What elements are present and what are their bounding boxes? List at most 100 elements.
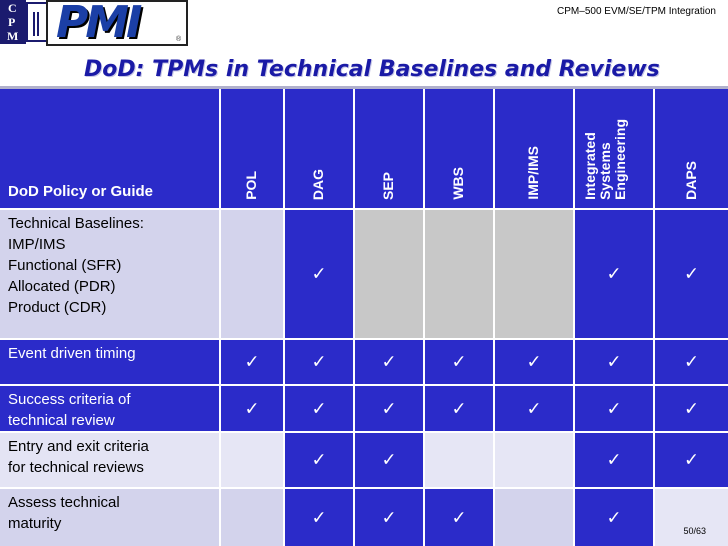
column-header: DAPS: [655, 89, 728, 208]
table-cell: ✓: [221, 386, 283, 431]
check-icon: ✓: [683, 398, 700, 419]
row-label-line: Event driven timing: [8, 345, 136, 362]
registered-mark: ®: [176, 36, 182, 43]
table-cell: ✓: [655, 210, 728, 338]
table-cell: ✓: [355, 386, 423, 431]
column-header: POL: [221, 89, 283, 208]
table-cell: [355, 210, 423, 338]
row-label-line: Assess technical: [8, 494, 120, 511]
column-header-label: Integrated Systems Engineering: [582, 119, 628, 200]
table-cell: ✓: [655, 386, 728, 431]
table-cell: ✓: [425, 489, 493, 546]
table-cell: [221, 210, 283, 338]
check-icon: ✓: [606, 449, 622, 471]
table-cell: [425, 433, 493, 487]
policy-table: DoD Policy or Guide POL DAG SEP WBS IMP/IMS In…: [0, 89, 728, 546]
table-cell: ✓: [355, 340, 423, 384]
check-icon: ✓: [451, 398, 467, 419]
row-label: Assess technical maturity: [0, 489, 219, 546]
table-cell: ✓: [575, 386, 653, 431]
row-label-line: technical review: [8, 412, 115, 429]
corner-label: DoD Policy or Guide: [8, 183, 154, 200]
check-icon: ✓: [311, 507, 327, 528]
row-label-line: Product (CDR): [8, 299, 107, 316]
table-cell: ✓: [285, 433, 353, 487]
table-cell: [425, 210, 493, 338]
table-cell: ✓: [355, 433, 423, 487]
table-cell: [495, 489, 573, 546]
check-icon: ✓: [606, 398, 622, 419]
check-icon: ✓: [606, 263, 622, 285]
column-header: DAG: [285, 89, 353, 208]
table-cell: [495, 210, 573, 338]
table-cell: ✓: [575, 489, 653, 546]
row-label-line: for technical reviews: [8, 459, 144, 476]
table-cell: [221, 433, 283, 487]
table-cell: ✓: [575, 210, 653, 338]
table-cell: ✓: [495, 340, 573, 384]
column-header: IMP/IMS: [495, 89, 573, 208]
row-label: Technical Baselines: IMP/IMS Functional (S…: [0, 210, 219, 338]
course-title: CPM–500 EVM/SE/TPM Integration: [557, 6, 716, 17]
check-icon: ✓: [526, 351, 542, 373]
table-cell: ✓: [575, 433, 653, 487]
column-header-label: DAPS: [683, 161, 699, 200]
table-cell: [495, 433, 573, 487]
header-corner: DoD Policy or Guide: [0, 89, 219, 208]
table-cell: [655, 489, 728, 546]
check-icon: ✓: [526, 398, 542, 419]
cpm-logo: C P M: [0, 0, 26, 44]
table-cell: ✓: [285, 489, 353, 546]
check-icon: ✓: [244, 351, 260, 373]
check-icon: ✓: [311, 449, 327, 471]
check-icon: ✓: [683, 351, 700, 373]
check-icon: ✓: [311, 351, 327, 373]
table-cell: [221, 489, 283, 546]
row-label-line: Success criteria of: [8, 391, 131, 408]
column-header: SEP: [355, 89, 423, 208]
logo-letter-p: P: [8, 15, 16, 29]
table-cell: ✓: [221, 340, 283, 384]
table-cell: ✓: [425, 340, 493, 384]
row-label-line: Technical Baselines:: [8, 215, 144, 232]
logo-letter-m: M: [7, 29, 19, 43]
check-icon: ✓: [381, 507, 397, 528]
row-label: Entry and exit criteria for technical rev…: [0, 433, 219, 487]
table-cell: ✓: [285, 386, 353, 431]
row-label-line: Entry and exit criteria: [8, 438, 149, 455]
column-header-label: POL: [243, 171, 259, 200]
check-icon: ✓: [381, 351, 397, 373]
table-cell: ✓: [355, 489, 423, 546]
check-icon: ✓: [683, 449, 700, 471]
check-icon: ✓: [311, 398, 327, 419]
table-cell: ✓: [425, 386, 493, 431]
table-cell: ✓: [285, 210, 353, 338]
check-icon: ✓: [311, 263, 327, 285]
row-label: Success criteria of technical review: [0, 386, 219, 431]
row-label-line: Allocated (PDR): [8, 278, 116, 295]
column-header-label: SEP: [380, 171, 396, 200]
check-icon: ✓: [683, 263, 700, 285]
table-cell: ✓: [655, 433, 728, 487]
check-icon: ✓: [451, 507, 467, 528]
column-header-label: DAG: [310, 168, 326, 200]
check-icon: ✓: [381, 449, 397, 471]
check-icon: ✓: [606, 351, 622, 373]
table-cell: ✓: [285, 340, 353, 384]
table-cell: ✓: [655, 340, 728, 384]
column-header-label: IMP/IMS: [525, 146, 541, 200]
table-cell: ✓: [575, 340, 653, 384]
column-header-label: WBS: [450, 167, 466, 200]
check-icon: ✓: [244, 398, 260, 419]
column-header: WBS: [425, 89, 493, 208]
slide-title: DoD: TPMs in Technical Baselines and Rev…: [84, 57, 660, 82]
row-label-line: IMP/IMS: [8, 236, 66, 253]
page-number: 50/63: [683, 526, 706, 536]
logo-letter-c: C: [8, 1, 17, 15]
title-divider: [0, 86, 728, 89]
check-icon: ✓: [451, 351, 467, 373]
check-icon: ✓: [381, 398, 397, 419]
row-label-line: Functional (SFR): [8, 257, 122, 274]
check-icon: ✓: [606, 507, 622, 528]
column-header: Integrated Systems Engineering: [575, 89, 653, 208]
